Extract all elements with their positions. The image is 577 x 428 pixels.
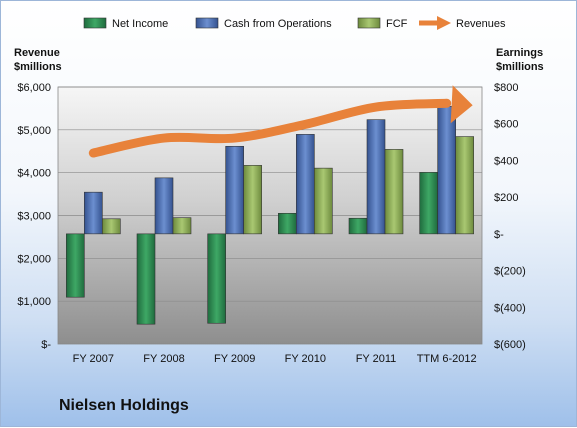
category-label: FY 2010	[285, 353, 326, 365]
right-tick-label: $200	[494, 192, 518, 204]
left-axis-title-line1: Revenue	[14, 47, 60, 59]
legend-label: Net Income	[112, 18, 168, 30]
legend-swatch-net-income	[83, 17, 107, 29]
fcf-bar	[314, 167, 333, 235]
left-tick-label: $2,000	[17, 253, 51, 265]
fcf-bar	[172, 217, 192, 235]
fcf-bar	[102, 218, 121, 235]
left-tick-label: $6,000	[17, 82, 51, 94]
left-axis-title-line2: $millions	[14, 61, 62, 73]
legend-swatch-revenues-arrowhead	[437, 16, 451, 30]
right-axis-title-line1: Earnings	[496, 47, 543, 59]
fcf-bar	[243, 165, 262, 235]
left-tick-label: $1,000	[17, 296, 51, 308]
legend-swatch-fcf	[357, 17, 381, 29]
right-tick-label: $800	[494, 82, 518, 94]
net-income-bar	[419, 172, 438, 235]
category-label: FY 2007	[73, 353, 114, 365]
fcf-bar	[384, 149, 404, 235]
cash-from-operations-bar	[225, 145, 244, 235]
cash-from-operations-bar	[84, 191, 103, 235]
fcf-bar	[455, 136, 474, 235]
right-tick-label: $(600)	[494, 339, 526, 351]
right-tick-label: $600	[494, 119, 518, 131]
legend-label: FCF	[386, 18, 408, 30]
category-label: FY 2008	[143, 353, 184, 365]
cash-from-operations-bar	[437, 105, 456, 235]
chart-title: Nielsen Holdings	[59, 397, 189, 414]
revenues-arrowhead	[450, 85, 473, 124]
left-tick-label: $-	[41, 339, 51, 351]
left-tick-label: $3,000	[17, 211, 51, 223]
legend-swatch-cash-from-operations	[195, 17, 219, 29]
legend-label: Revenues	[456, 18, 506, 30]
right-tick-label: $-	[494, 229, 504, 241]
category-label: TTM 6-2012	[417, 353, 477, 365]
left-tick-label: $4,000	[17, 168, 51, 180]
category-label: FY 2009	[214, 353, 255, 365]
right-tick-label: $400	[494, 155, 518, 167]
cash-from-operations-bar	[154, 177, 174, 235]
net-income-bar	[207, 233, 226, 324]
net-income-bar	[278, 212, 297, 235]
net-income-bar	[66, 233, 85, 298]
legend-label: Cash from Operations	[224, 18, 332, 30]
right-axis-title-line2: $millions	[496, 61, 544, 73]
net-income-bar	[136, 233, 156, 325]
cash-from-operations-bar	[296, 134, 315, 235]
right-tick-label: $(200)	[494, 266, 526, 278]
right-tick-label: $(400)	[494, 302, 526, 314]
left-tick-label: $5,000	[17, 125, 51, 137]
net-income-bar	[348, 217, 368, 235]
cash-from-operations-bar	[366, 119, 386, 235]
revenues-line	[88, 98, 452, 158]
category-label: FY 2011	[356, 353, 397, 365]
